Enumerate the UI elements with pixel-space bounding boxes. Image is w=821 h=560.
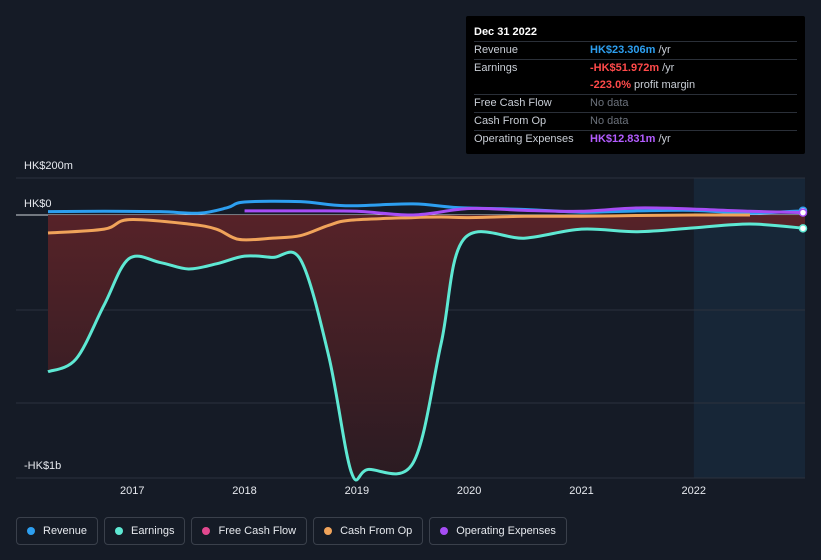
revenue-dot-icon [27, 527, 35, 535]
x-tick-label: 2018 [232, 485, 257, 497]
tooltip-label [474, 77, 590, 94]
tooltip-row-cash-from-op: Cash From Op No data [474, 112, 797, 130]
legend-item-operating-expenses[interactable]: Operating Expenses [429, 517, 567, 545]
y-axis-top-label: HK$200m [24, 160, 73, 172]
legend-label: Revenue [43, 525, 88, 537]
tooltip-value: HK$23.306m/yr [590, 44, 671, 56]
operating-expenses-dot-icon [440, 527, 449, 535]
earnings-area [48, 215, 805, 481]
end-markers [798, 206, 808, 233]
x-tick-label: 2017 [119, 485, 145, 497]
x-tick-label: 2019 [344, 485, 370, 497]
tooltip-label: Earnings [474, 62, 518, 74]
operating-expenses-end-marker [798, 208, 808, 217]
cash-from-op-line [47, 213, 750, 242]
tooltip-label: Free Cash Flow [474, 97, 552, 109]
tooltip-row-revenue: Revenue HK$23.306m/yr [474, 41, 797, 59]
tooltip-label: Cash From Op [474, 115, 547, 127]
tooltip-date: Dec 31 2022 [474, 26, 537, 38]
operating-expenses-line [244, 206, 806, 217]
legend-item-free-cash-flow[interactable]: Free Cash Flow [191, 517, 308, 545]
earnings-end-marker [798, 224, 808, 233]
legend-label: Free Cash Flow [218, 525, 297, 537]
legend-label: Earnings [131, 525, 175, 537]
earnings-line [47, 222, 806, 482]
area-fills [48, 215, 805, 481]
tooltip-value: -HK$51.972m/yr [590, 62, 675, 74]
x-tick-label: 2020 [456, 485, 482, 497]
tooltip-row-profit-margin: -223.0% profit margin [474, 77, 797, 94]
tooltip-label: Operating Expenses [474, 133, 574, 145]
legend-item-cash-from-op[interactable]: Cash From Op [313, 517, 424, 545]
tooltip-value: No data [590, 97, 629, 109]
legend-label: Operating Expenses [456, 525, 556, 537]
tooltip-row-operating-expenses: Operating Expenses HK$12.831m/yr [474, 130, 797, 148]
free-cash-flow-dot-icon [202, 527, 211, 535]
earnings-dot-icon [115, 527, 124, 535]
legend-item-revenue[interactable]: Revenue [16, 517, 99, 545]
legend-item-earnings[interactable]: Earnings [104, 517, 186, 545]
revenue-line [47, 199, 806, 215]
series-lines [47, 199, 806, 482]
tooltip: Dec 31 2022 Revenue HK$23.306m/yr Earnin… [466, 16, 805, 154]
tooltip-label: Revenue [474, 44, 519, 56]
y-axis-bottom-label: -HK$1b [24, 460, 62, 472]
legend: Revenue Earnings Free Cash Flow Cash Fro… [16, 517, 567, 545]
x-tick-label: 2022 [681, 485, 707, 497]
y-axis-zero-label: HK$0 [24, 198, 52, 210]
tooltip-row-free-cash-flow: Free Cash Flow No data [474, 94, 797, 112]
tooltip-value: HK$12.831m/yr [590, 133, 671, 145]
tooltip-value: No data [590, 115, 629, 127]
tooltip-row-earnings: Earnings -HK$51.972m/yr [474, 59, 797, 77]
x-tick-label: 2021 [569, 485, 594, 497]
tooltip-value: -223.0% profit margin [590, 79, 696, 91]
cash-from-op-dot-icon [324, 527, 333, 535]
legend-label: Cash From Op [340, 525, 413, 537]
